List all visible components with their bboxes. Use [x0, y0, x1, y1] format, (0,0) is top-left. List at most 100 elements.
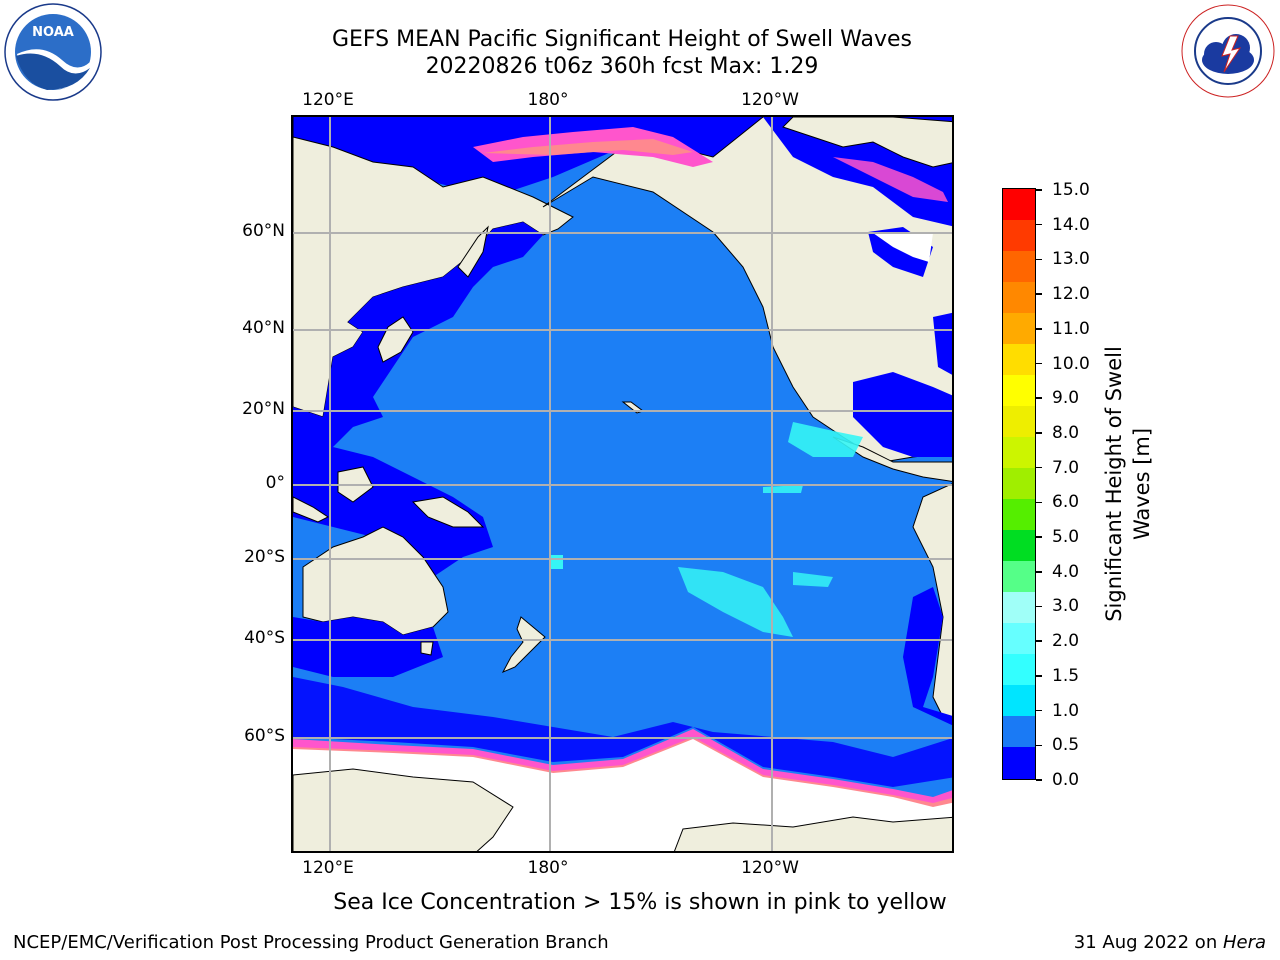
- colorbar-tick-mark: [1036, 744, 1042, 747]
- colorbar-tick-mark: [1036, 397, 1042, 399]
- colorbar-segment: [1003, 468, 1035, 500]
- colorbar-tick-label: 0.0: [1052, 770, 1080, 790]
- colorbar-tick-mark: [1036, 640, 1042, 642]
- colorbar-title-line2: Waves [m]: [1130, 427, 1154, 541]
- hudson-bay-ice: [873, 233, 933, 262]
- colorbar-segment: [1003, 623, 1035, 655]
- colorbar-tick-mark: [1036, 501, 1042, 504]
- colorbar-tick-label: 8.0: [1052, 422, 1080, 443]
- lon-tick-bottom-120e: 120°E: [302, 858, 354, 878]
- colorbar-tick-label: 4.0: [1052, 561, 1080, 582]
- colorbar: [1002, 188, 1036, 780]
- footer-credit: NCEP/EMC/Verification Post Processing Pr…: [13, 932, 609, 953]
- atlantic-coast: [933, 312, 952, 375]
- colorbar-tick-label: 10.0: [1052, 353, 1090, 374]
- colorbar-segment: [1003, 251, 1035, 283]
- lon-tick-bottom-180: 180°: [527, 858, 569, 878]
- arctic-ice-edge-orange: [483, 139, 693, 155]
- land-new-zealand: [501, 616, 546, 673]
- colorbar-tick-mark: [1036, 605, 1042, 608]
- lat-tick-20n: 20°N: [242, 399, 285, 419]
- colorbar-tick-label: 9.0: [1052, 388, 1080, 409]
- colorbar-tick-label: 6.0: [1052, 492, 1080, 513]
- land-australia: [302, 526, 449, 636]
- swell-map: [293, 117, 952, 851]
- colorbar-tick-mark: [1036, 362, 1042, 365]
- colorbar-segment: [1003, 592, 1035, 624]
- footer-date-text: 31 Aug 2022 on: [1073, 932, 1223, 953]
- land-central-america: [832, 436, 952, 482]
- colorbar-segment: [1003, 716, 1035, 748]
- lon-tick-top-180: 180°: [527, 90, 569, 110]
- colorbar-tick-label: 7.0: [1052, 457, 1080, 478]
- colorbar-segment: [1003, 282, 1035, 314]
- noaa-logo: NOAA: [4, 3, 102, 101]
- lon-tick-top-120e: 120°E: [302, 90, 354, 110]
- gulf-of-mexico: [853, 372, 952, 457]
- map-gridlines: [293, 117, 952, 851]
- land-antarctica-2: [674, 816, 952, 851]
- swell-patch-south-pacific-2: [793, 572, 833, 587]
- chart-subtitle: 20220826 t06z 360h fcst Max: 1.29: [425, 54, 819, 79]
- swell-patch-south-pacific: [678, 567, 793, 637]
- colorbar-segment: [1003, 561, 1035, 593]
- colorbar-tick-mark: [1036, 223, 1042, 226]
- land-sumatra: [293, 496, 329, 523]
- colorbar-tick-label: 15.0: [1052, 180, 1090, 200]
- land-kamchatka: [457, 225, 489, 278]
- swell-patch-cent-america: [788, 422, 863, 457]
- colorbar-tick-mark: [1036, 258, 1042, 261]
- map-frame: [291, 115, 954, 853]
- lat-tick-40s: 40°S: [244, 628, 285, 648]
- colorbar-tick-label: 13.0: [1052, 249, 1090, 270]
- colorbar-tick-mark: [1036, 328, 1042, 330]
- colorbar-tick-label: 14.0: [1052, 214, 1090, 235]
- asia-coastal-seas: [293, 222, 543, 457]
- lat-tick-60n: 60°N: [242, 221, 285, 241]
- colorbar-tick-mark: [1036, 571, 1042, 573]
- svg-text:NOAA: NOAA: [32, 25, 74, 40]
- colorbar-segment: [1003, 685, 1035, 717]
- colorbar-tick-label: 12.0: [1052, 284, 1090, 305]
- south-america-coast-seas: [903, 587, 952, 726]
- colorbar-segment: [1003, 437, 1035, 469]
- colorbar-tick-label: 3.0: [1052, 596, 1080, 617]
- sea-ice-note: Sea Ice Concentration > 15% is shown in …: [333, 890, 947, 915]
- lat-tick-40n: 40°N: [242, 318, 285, 338]
- colorbar-tick-mark: [1036, 293, 1042, 295]
- colorbar-tick-label: 2.0: [1052, 631, 1080, 652]
- land-tasmania: [420, 641, 434, 656]
- colorbar-title-line1: Significant Height of Swell: [1102, 346, 1126, 622]
- lat-tick-20s: 20°S: [244, 547, 285, 567]
- colorbar-segment: [1003, 313, 1035, 345]
- lon-tick-bottom-120w: 120°W: [741, 858, 799, 878]
- chart-title: GEFS MEAN Pacific Significant Height of …: [331, 27, 913, 52]
- colorbar-tick-label: 0.5: [1052, 735, 1080, 756]
- land-new-guinea: [411, 496, 485, 528]
- colorbar-tick-mark: [1036, 189, 1042, 191]
- footer-host: Hera: [1222, 932, 1266, 953]
- colorbar-tick-mark: [1036, 779, 1042, 781]
- swell-patch-tahiti: [551, 555, 563, 569]
- lat-tick-0: 0°: [265, 473, 285, 493]
- colorbar-tick-label: 5.0: [1052, 527, 1080, 548]
- colorbar-segment: [1003, 654, 1035, 686]
- colorbar-segment: [1003, 375, 1035, 407]
- colorbar-segment: [1003, 344, 1035, 376]
- colorbar-segment: [1003, 530, 1035, 562]
- arctic-ice-edge-2: [833, 157, 948, 202]
- colorbar-segment: [1003, 220, 1035, 252]
- colorbar-segment: [1003, 499, 1035, 531]
- colorbar-tick-mark: [1036, 432, 1042, 434]
- land-arctic-islands: [782, 117, 952, 168]
- colorbar-tick-mark: [1036, 536, 1042, 538]
- colorbar-tick-label: 1.0: [1052, 700, 1080, 721]
- land-japan: [377, 316, 414, 363]
- colorbar-tick-mark: [1036, 709, 1042, 712]
- colorbar-segment: [1003, 406, 1035, 438]
- colorbar-tick-mark: [1036, 675, 1042, 677]
- southern-ocean-low-swell: [293, 677, 952, 787]
- footer-date: 31 Aug 2022 on Hera: [1074, 932, 1266, 953]
- nws-logo: [1181, 4, 1275, 98]
- lon-tick-top-120w: 120°W: [741, 90, 799, 110]
